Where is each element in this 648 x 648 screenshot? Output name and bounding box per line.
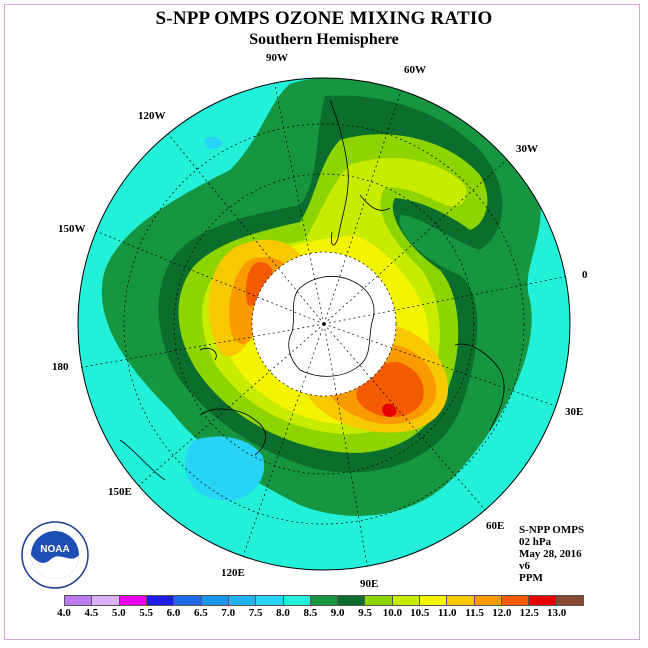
colorbar-tick-label: 8.5 [303,607,318,619]
colorbar-swatch [310,596,339,605]
lon-label-30e: 30E [565,406,583,418]
colorbar-swatch [529,596,557,605]
colorbar-tick-label: 4.5 [84,607,99,619]
colorbar-swatch [174,596,202,605]
figure-frame [4,4,640,640]
lon-label-120e: 120E [221,567,245,579]
colorbar-tick-label: 11.5 [465,607,484,619]
colorbar-tick-label: 9.5 [358,607,372,619]
colorbar-tick-label: 10.5 [410,607,430,619]
colorbar-tick-label: 4.0 [57,607,71,619]
colorbar-swatch [474,596,502,605]
colorbar-ticks: 4.0 4.5 5.0 5.5 6.0 6.5 7.0 7.5 8.0 8.5 9.0 9.5 10.0… [0,607,648,621]
chart-title: S-NPP OMPS OZONE MIXING RATIO [155,8,493,29]
colorbar-swatch [228,596,257,605]
colorbar-tick-label: 9.0 [330,607,345,619]
colorbar-tick-label: 11.0 [437,607,457,619]
colorbar-swatch [392,596,421,605]
info-level: 02 hPa [519,536,552,548]
colorbar-swatch [283,596,311,605]
colorbar-swatch [365,596,393,605]
colorbar-swatch [256,596,284,605]
colorbar-tick-label: 8.0 [276,607,290,619]
colorbar [64,595,584,606]
colorbar-tick-label: 12.5 [519,607,539,619]
lon-label-60e: 60E [486,520,504,532]
svg-text:NOAA: NOAA [40,544,69,555]
colorbar-swatch [447,596,475,605]
noaa-logo: NOAA [21,521,89,589]
colorbar-swatch [502,596,530,605]
lon-label-120w: 120W [138,110,166,122]
colorbar-swatch [420,596,448,605]
colorbar-tick-label: 6.0 [166,607,181,619]
colorbar-tick-label: 12.0 [492,607,512,619]
ozone-field [78,78,570,570]
info-units: PPM [519,572,543,584]
lon-label-60w: 60W [404,64,426,76]
lon-label-150e: 150E [108,486,132,498]
lon-label-90e: 90E [360,578,378,590]
colorbar-tick-label: 13.0 [547,607,567,619]
colorbar-swatch [201,596,229,605]
graticule [78,79,570,570]
colorbar-tick-label: 7.0 [221,607,236,619]
lon-label-0: 0 [582,269,588,281]
lon-label-90w: 90W [266,52,288,64]
colorbar-swatch [92,596,120,605]
colorbar-swatch [338,596,366,605]
colorbar-swatch [556,596,583,605]
coastlines [119,99,505,481]
colorbar-swatch [146,596,175,605]
info-version: v6 [519,560,530,572]
info-instrument: S-NPP OMPS [519,524,585,536]
lon-label-150w: 150W [58,223,86,235]
colorbar-tick-label: 10.0 [382,607,403,619]
chart-subtitle: Southern Hemisphere [249,31,399,48]
lon-label-30w: 30W [516,143,538,155]
colorbar-tick-label: 7.5 [248,607,263,619]
colorbar-tick-label: 6.5 [193,607,208,619]
colorbar-swatch [119,596,147,605]
lon-label-180: 180 [52,361,69,373]
colorbar-tick-label: 5.0 [111,607,126,619]
contour-12.5 [382,403,397,417]
info-block: S-NPP OMPS 02 hPa May 28, 2016 v6 PPM [519,524,584,584]
colorbar-tick-label: 5.5 [139,607,153,619]
contour-12.0 [245,262,273,307]
info-date: May 28, 2016 [519,548,582,560]
colorbar-swatch [65,596,93,605]
map-border [77,77,571,571]
low-ozone-7.5-small [205,136,222,149]
